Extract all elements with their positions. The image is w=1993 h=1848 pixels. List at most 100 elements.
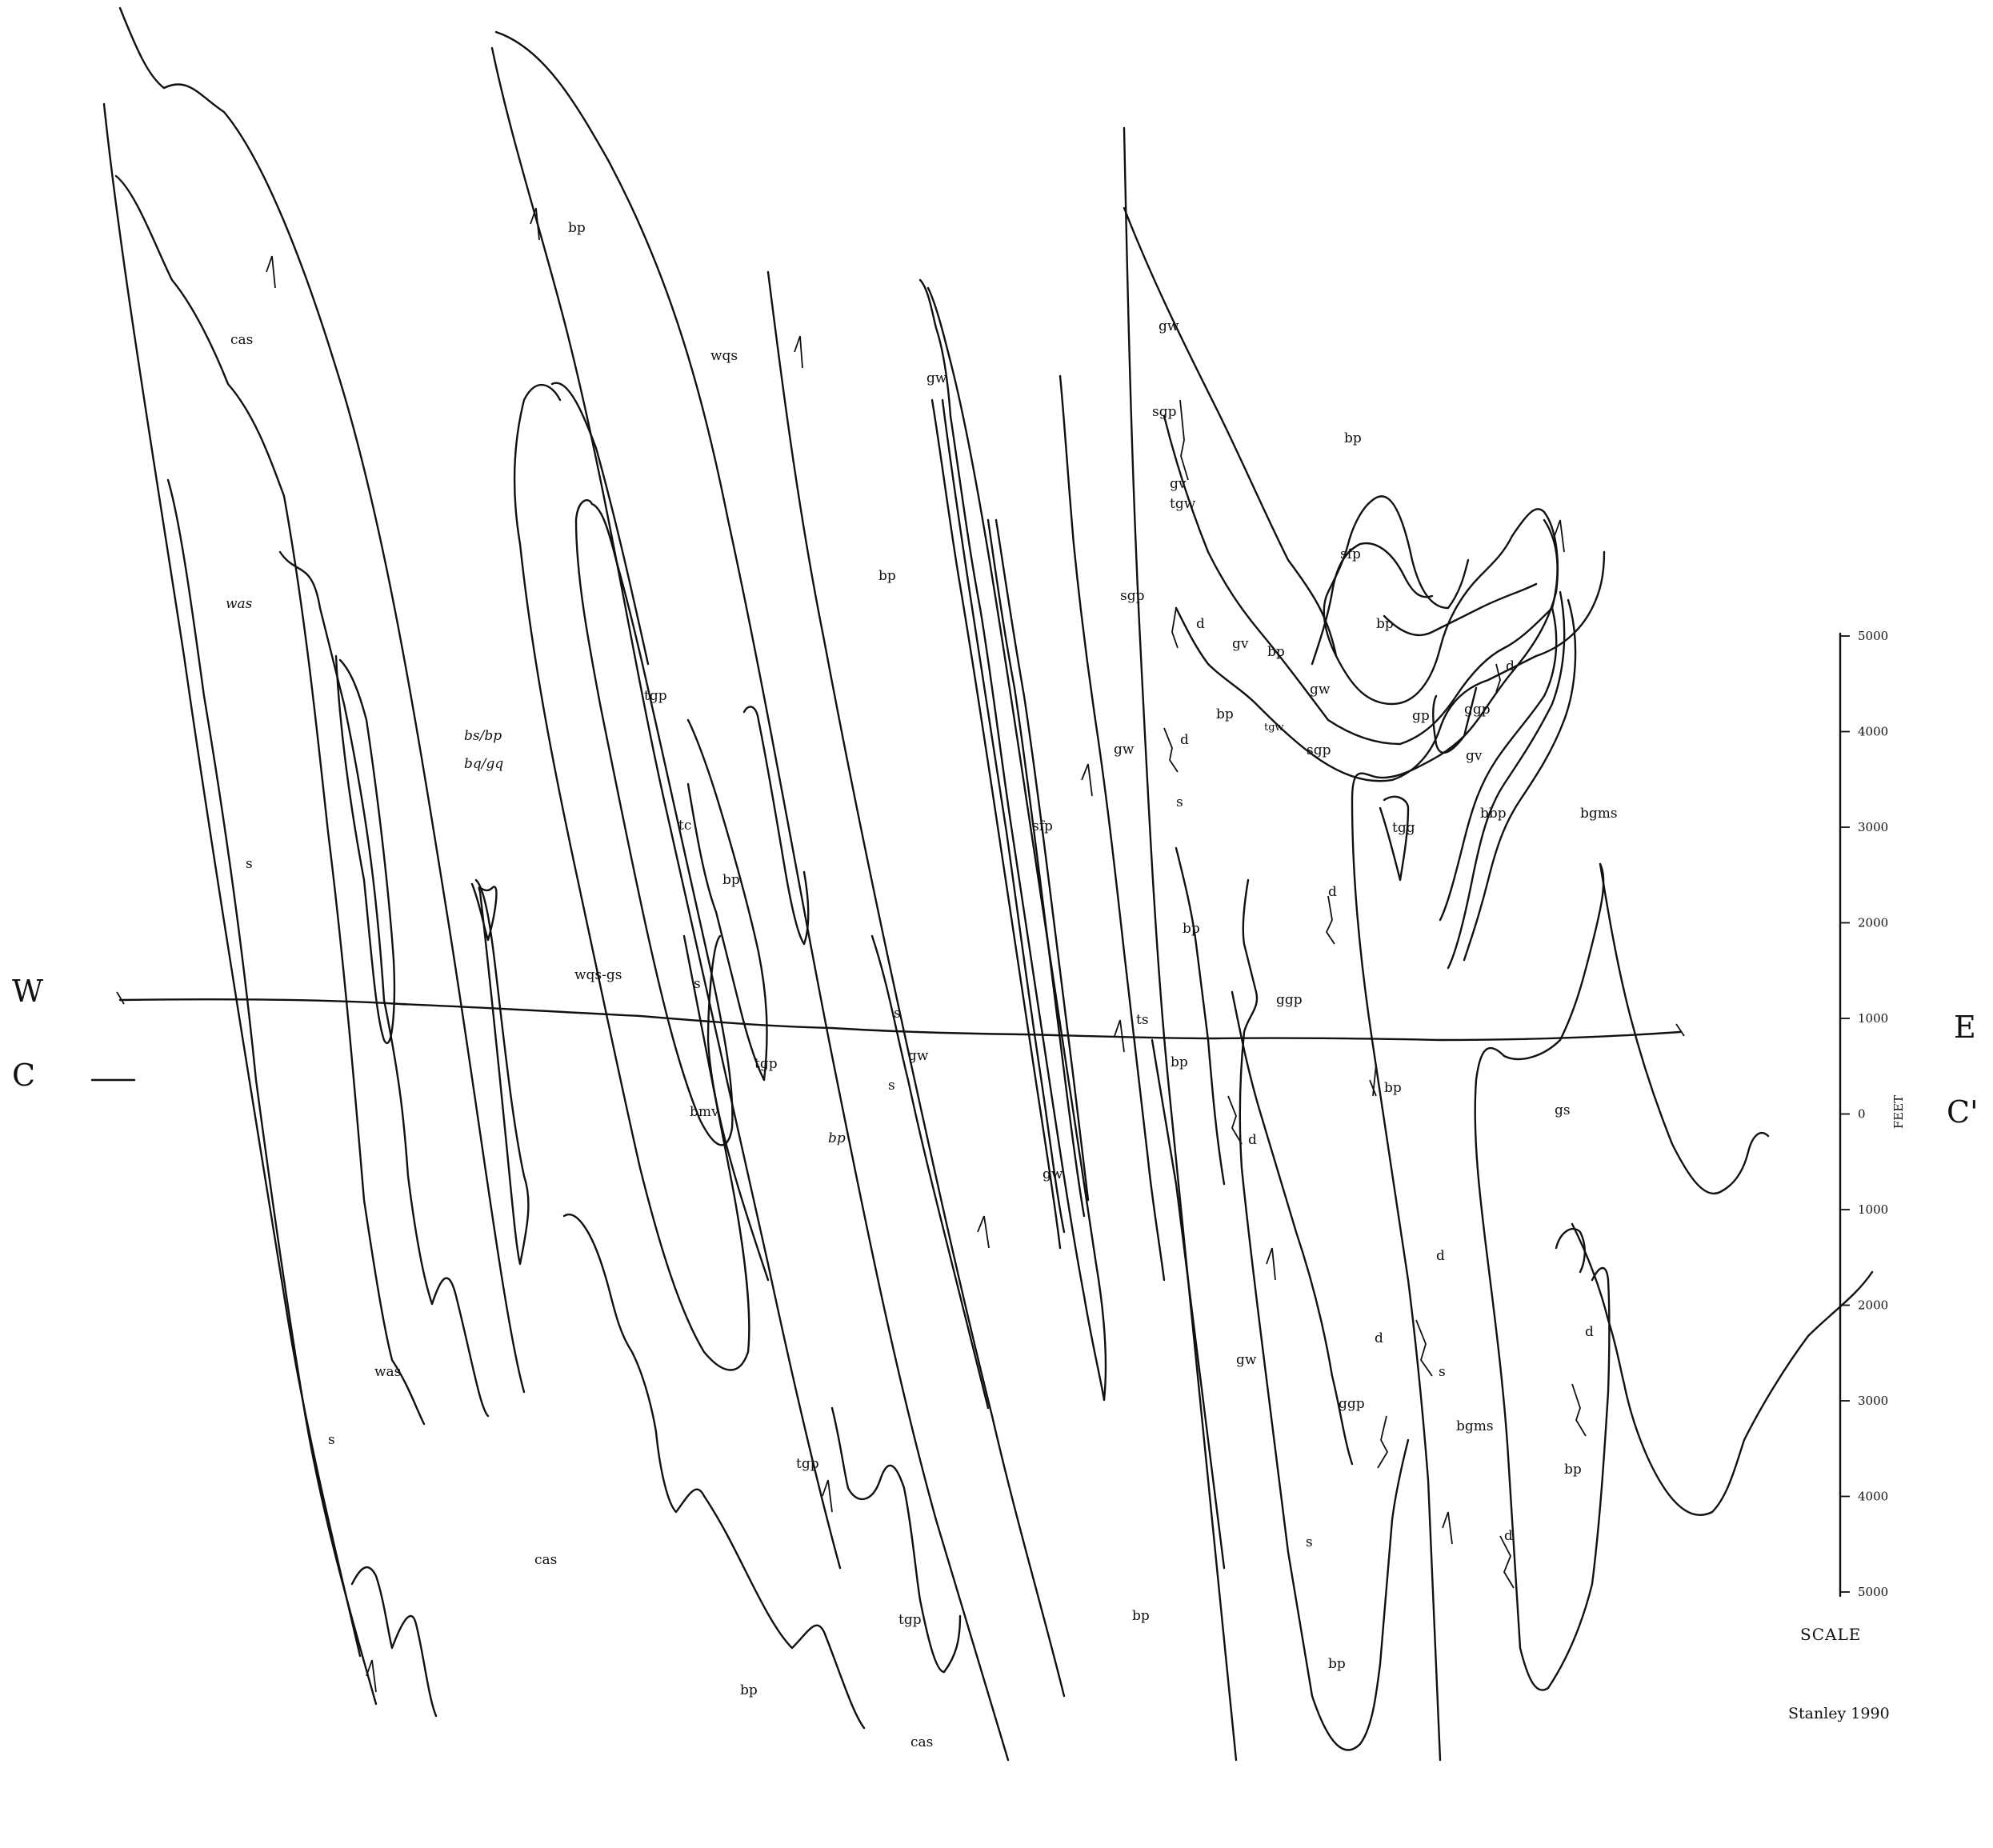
fault-arrow	[1266, 1247, 1276, 1281]
section-annotations: W C E C'	[12, 974, 1979, 1130]
contact-line	[742, 706, 810, 946]
unit-label: sfp	[1032, 818, 1053, 834]
unit-label: bp	[1564, 1462, 1582, 1478]
unit-label: bp	[1328, 1656, 1346, 1672]
fault-arrow	[1554, 519, 1565, 553]
contact-line	[1123, 206, 1546, 706]
dike-segment	[1495, 663, 1501, 693]
unit-label: d	[1436, 1248, 1445, 1264]
unit-label: gw	[1114, 742, 1135, 758]
contact-line	[986, 518, 1086, 1218]
unit-label: tgw	[1170, 496, 1196, 512]
contact-line	[1123, 126, 1238, 1762]
scale-tick-label: 4000	[1858, 1490, 1888, 1504]
fault-arrow	[1442, 1511, 1453, 1545]
scale-tick-label: 5000	[1858, 1585, 1888, 1599]
unit-label: sfp	[1340, 546, 1361, 562]
unit-label: bp	[1132, 1608, 1150, 1624]
contact-line	[1474, 862, 1611, 1691]
contact-line	[766, 270, 1066, 1698]
section-end-label: C'	[1947, 1094, 1979, 1130]
dike-segment	[1179, 399, 1189, 481]
contact-line	[686, 718, 768, 1082]
contact-line	[350, 1566, 438, 1718]
contact-line	[1383, 582, 1538, 637]
contact-line	[1555, 1227, 1586, 1274]
unit-label: bp	[568, 220, 586, 236]
unit-label: wqs	[710, 348, 738, 364]
unit-label: d	[1196, 616, 1205, 632]
unit-label: ggp	[1339, 1396, 1365, 1412]
unit-label: gs	[1555, 1102, 1571, 1118]
contact-line	[574, 499, 734, 1146]
contact-line	[334, 654, 396, 1044]
scale-title: SCALE	[1800, 1625, 1861, 1644]
contact-line	[490, 46, 842, 1570]
contact-line	[1151, 1038, 1226, 1570]
unit-label: cas	[230, 332, 253, 348]
unit-label: bp	[722, 872, 740, 888]
contact-line	[1599, 862, 1770, 1194]
contact-line	[1163, 414, 1559, 746]
unit-label: bmv	[690, 1104, 719, 1120]
contact-line	[278, 550, 490, 1418]
fault-arrow	[1369, 1063, 1377, 1097]
unit-label: d	[1506, 658, 1515, 674]
fault-arrow	[822, 1479, 833, 1513]
unit-label: bgms	[1580, 806, 1618, 822]
contact-line	[513, 383, 750, 1371]
unit-label: gv	[1232, 636, 1249, 652]
unit-label: bp	[1216, 706, 1234, 722]
contact-line	[1323, 495, 1470, 658]
contact-line	[1439, 606, 1558, 922]
unit-label: wqs-gs	[574, 967, 622, 983]
unit-label: ggp	[1276, 992, 1303, 1008]
contact-line	[1379, 795, 1410, 882]
dike-segment	[1415, 1319, 1433, 1377]
unit-label: tc	[678, 818, 691, 834]
contact-line	[562, 1214, 866, 1730]
contact-line	[102, 102, 362, 1658]
unit-label: gw	[1043, 1166, 1063, 1182]
unit-label: s	[328, 1432, 335, 1448]
unit-label: tgp	[754, 1056, 778, 1072]
scale-tick-label: 0	[1858, 1107, 1866, 1122]
unit-label: d	[1248, 1132, 1257, 1148]
contact-line	[930, 398, 1062, 1250]
contact-line	[918, 278, 1107, 1402]
contact-line	[870, 934, 990, 1410]
unit-label: bp	[878, 568, 896, 584]
contact-line	[706, 934, 770, 1282]
unit-label: tgp	[644, 688, 667, 704]
unit-label: cas	[910, 1734, 933, 1750]
unit-label: bp	[1344, 430, 1362, 446]
unit-label: bp	[1384, 1080, 1402, 1096]
unit-label: s	[894, 1006, 901, 1022]
credit: Stanley 1990	[1788, 1705, 1890, 1722]
unit-label: bq/gq	[464, 756, 503, 772]
fault-arrow	[977, 1215, 990, 1249]
fault-arrow	[266, 255, 276, 289]
unit-label: gv	[1466, 748, 1483, 764]
unit-label: gp	[1412, 708, 1430, 724]
contact-line	[1175, 846, 1226, 1186]
contact-line	[1311, 542, 1434, 666]
unit-label: d	[1328, 884, 1337, 900]
unit-label: tgp	[898, 1612, 922, 1628]
scale-tick-label: 3000	[1858, 820, 1888, 834]
dike-segment	[1227, 1095, 1243, 1145]
unit-label: bp	[740, 1682, 758, 1698]
unit-label: gw	[1159, 318, 1179, 334]
unit-label: gw	[1236, 1352, 1257, 1368]
contact-line	[1447, 590, 1566, 970]
dike-segment	[1325, 895, 1335, 945]
unit-label: bgms	[1456, 1418, 1494, 1434]
contact-line	[1351, 510, 1559, 1762]
contact-line	[166, 478, 378, 1706]
line-of-section	[118, 998, 1682, 1042]
unit-label: s	[1306, 1534, 1313, 1550]
dike-segment	[1571, 1383, 1587, 1437]
unit-label: tgg	[1392, 820, 1415, 836]
fault-arrow	[1081, 763, 1093, 797]
